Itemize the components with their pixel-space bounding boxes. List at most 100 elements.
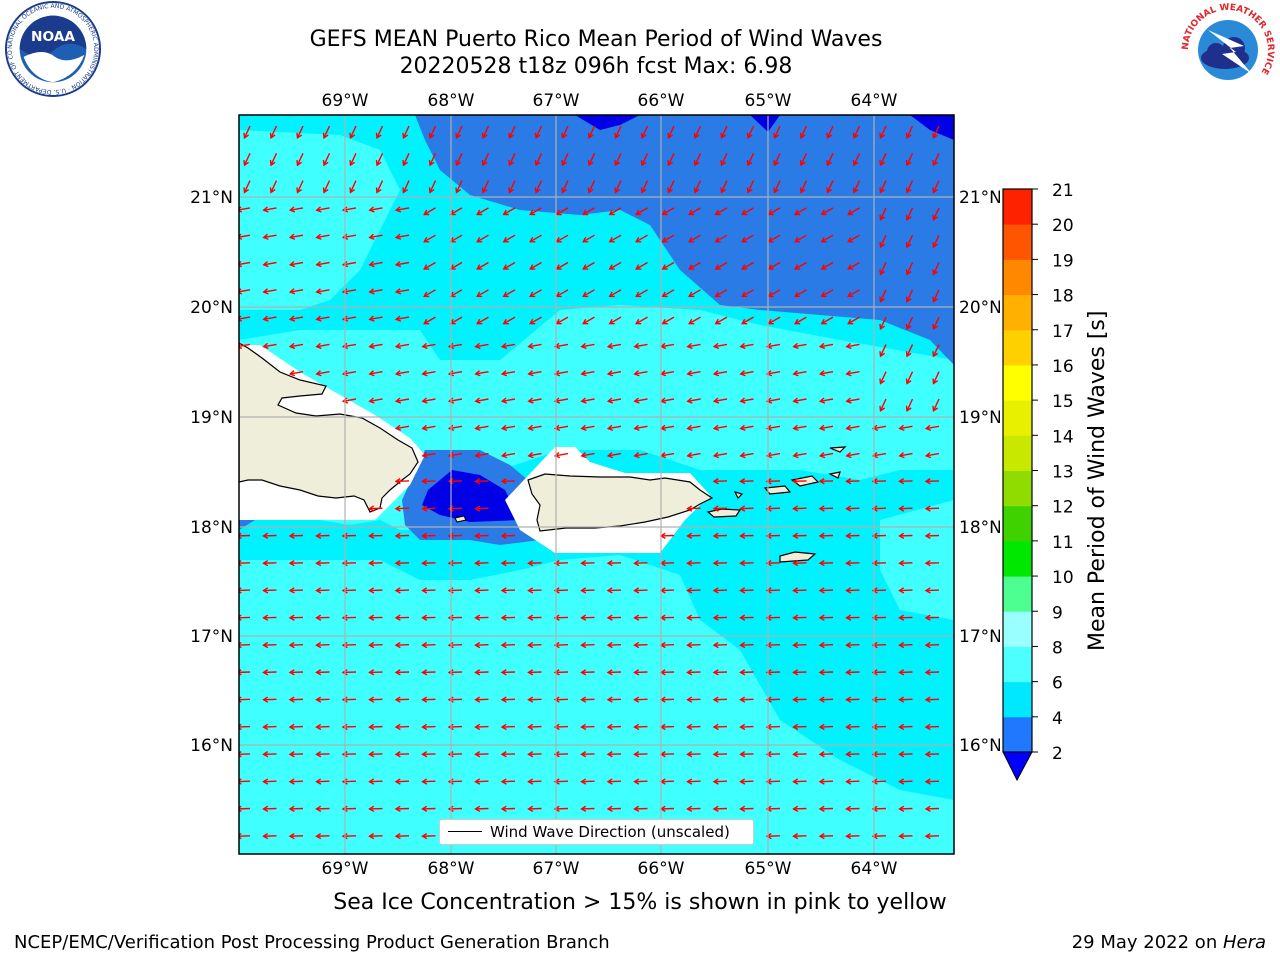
wind-arrow-head xyxy=(686,696,693,703)
wind-arrow xyxy=(853,180,861,193)
wind-arrow-head xyxy=(368,614,375,621)
wind-arrow xyxy=(555,343,569,348)
wind-arrow-head xyxy=(606,452,614,459)
wind-arrow xyxy=(687,343,701,348)
colorbar-block xyxy=(1003,505,1032,542)
lon-label-bottom: 69°W xyxy=(322,859,369,879)
wind-arrow-head xyxy=(932,323,939,331)
wind-arrow-head xyxy=(633,587,640,594)
wind-arrow xyxy=(800,125,808,139)
wind-arrow-head xyxy=(288,315,296,322)
wind-arrow xyxy=(429,180,437,193)
wind-arrow-head xyxy=(714,291,721,298)
colorbar-block xyxy=(1003,681,1032,718)
wind-arrow xyxy=(450,289,463,297)
wind-arrow xyxy=(535,125,543,139)
wind-arrow xyxy=(396,425,410,430)
wind-arrow-head xyxy=(421,805,428,812)
wind-arrow xyxy=(349,153,357,166)
wind-arrow-head xyxy=(341,260,349,268)
wind-arrow xyxy=(741,261,754,270)
wind-arrow xyxy=(794,316,807,325)
wind-arrow-head xyxy=(633,342,640,350)
wind-arrow-head xyxy=(474,559,481,567)
wind-arrow-head xyxy=(746,132,753,140)
wind-arrow-head xyxy=(924,452,932,459)
wind-arrow-head xyxy=(421,751,428,758)
wind-arrow-head xyxy=(500,478,507,485)
wind-arrow xyxy=(608,371,622,375)
wind-arrow-head xyxy=(792,559,799,567)
wind-arrow-head xyxy=(262,587,269,594)
wind-arrow-head xyxy=(527,587,534,594)
wind-arrow-head xyxy=(847,318,854,325)
wind-arrow xyxy=(846,398,860,402)
wind-arrow-head xyxy=(315,260,322,268)
wind-arrow-head xyxy=(792,478,799,485)
wind-arrow-head xyxy=(767,264,774,270)
footer-host: Hera xyxy=(1222,932,1266,953)
wind-arrow-head xyxy=(792,587,799,594)
wind-arrow-head xyxy=(739,641,746,649)
wind-arrow xyxy=(740,425,754,430)
wind-arrow-head xyxy=(712,587,719,594)
wind-arrow-head xyxy=(845,641,852,649)
wind-arrow xyxy=(740,371,754,375)
wind-arrow xyxy=(853,125,861,139)
wind-arrow xyxy=(740,452,754,457)
wind-arrow-head xyxy=(580,424,587,432)
wind-arrow-head xyxy=(421,614,428,621)
wind-arrow xyxy=(879,398,887,412)
wind-arrow-head xyxy=(394,587,401,594)
wind-arrow-head xyxy=(315,832,322,840)
wind-arrow-head xyxy=(421,587,428,594)
wind-arrow-head xyxy=(924,832,931,840)
wind-arrow xyxy=(794,234,807,243)
wind-arrow xyxy=(316,343,330,348)
wind-arrow-head xyxy=(394,614,401,621)
wind-arrow-head xyxy=(847,236,854,243)
wind-arrow-head xyxy=(871,832,878,840)
wind-arrow-head xyxy=(714,209,721,216)
wind-arrow-head xyxy=(288,832,295,840)
wind-arrow-head xyxy=(341,397,349,404)
wind-arrow-head xyxy=(898,832,905,840)
wind-arrow-head xyxy=(688,264,695,270)
wind-arrow-head xyxy=(288,559,295,567)
wind-arrow-head xyxy=(527,751,534,758)
wind-arrow-head xyxy=(580,723,587,731)
wind-arrow xyxy=(694,153,702,166)
wind-arrow-head xyxy=(341,342,349,350)
wind-arrow-head xyxy=(375,187,382,194)
wind-arrow-head xyxy=(794,318,801,325)
wind-arrow xyxy=(714,398,728,402)
wind-arrow xyxy=(767,452,781,457)
wind-arrow-head xyxy=(534,187,541,194)
wind-arrow-head xyxy=(871,532,878,539)
wind-arrow xyxy=(821,261,834,270)
wind-arrow-head xyxy=(847,264,854,270)
wind-arrow xyxy=(581,343,595,348)
wind-arrow xyxy=(450,261,463,270)
wind-arrow-head xyxy=(315,532,322,539)
wind-arrow xyxy=(502,452,516,457)
wind-arrow-head xyxy=(845,342,852,350)
wind-arrow-head xyxy=(481,187,488,194)
noaa-logo: NATIONAL OCEANIC AND ATMOSPHERIC ADMINIS… xyxy=(4,0,102,98)
wind-arrow xyxy=(879,316,887,330)
wind-arrow-head xyxy=(368,342,375,350)
wind-arrow-head xyxy=(898,505,905,512)
wind-arrow-head xyxy=(792,832,799,840)
wind-arrow-head xyxy=(421,505,428,512)
wind-arrow xyxy=(263,207,277,211)
colorbar-tick-label: 6 xyxy=(1052,674,1063,694)
wind-arrow-head xyxy=(879,405,886,413)
wind-arrow-head xyxy=(500,342,508,350)
wind-arrow xyxy=(720,125,728,139)
wind-arrow xyxy=(581,398,595,402)
wind-arrow xyxy=(422,425,436,430)
wind-arrow-head xyxy=(765,424,773,432)
lat-label-left: 20°N xyxy=(190,298,233,318)
wind-arrow xyxy=(641,180,649,193)
wind-arrow xyxy=(556,207,569,216)
